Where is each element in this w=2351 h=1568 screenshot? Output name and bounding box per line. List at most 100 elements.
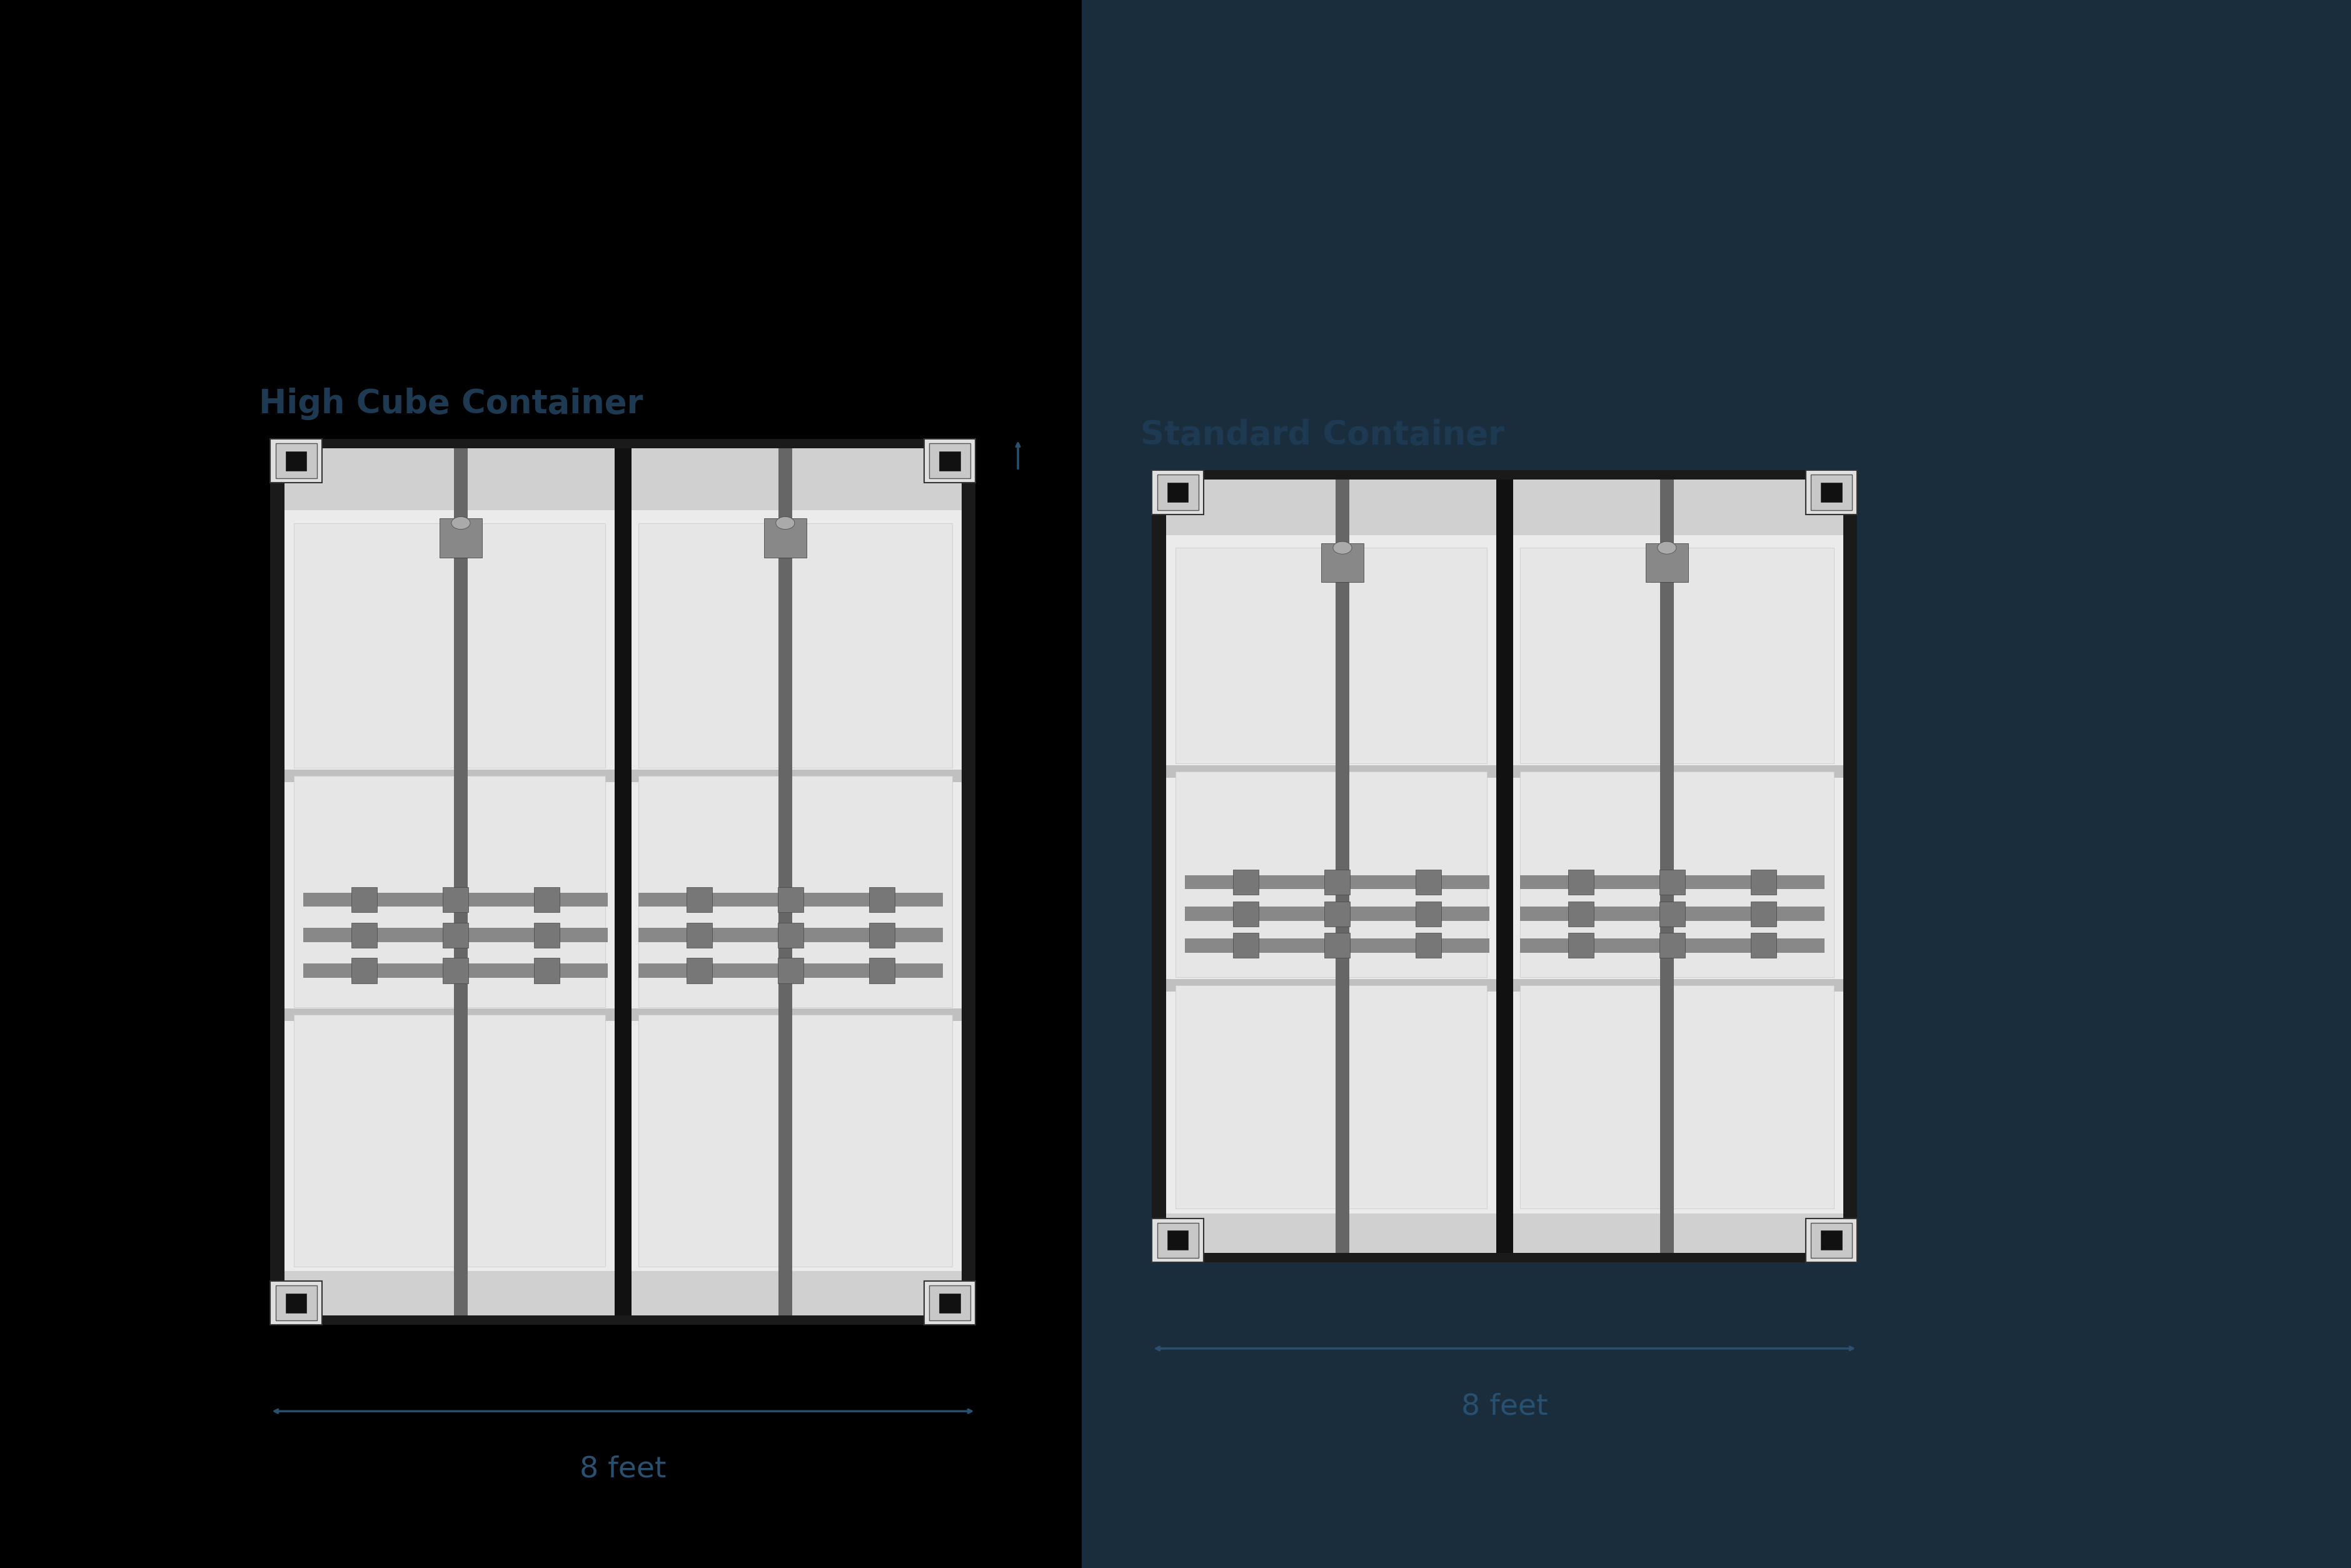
- Bar: [442, 887, 468, 913]
- Bar: [1185, 875, 1491, 889]
- Bar: [778, 887, 804, 913]
- Bar: [1166, 1214, 1843, 1253]
- Bar: [639, 1014, 952, 1267]
- Bar: [294, 1014, 607, 1267]
- Bar: [1660, 933, 1686, 958]
- Circle shape: [776, 517, 795, 530]
- Bar: [442, 922, 468, 947]
- Bar: [1822, 483, 1841, 502]
- Bar: [1324, 933, 1349, 958]
- Bar: [1498, 480, 1514, 1253]
- Bar: [1568, 933, 1594, 958]
- Bar: [1324, 870, 1349, 895]
- Bar: [1176, 771, 1488, 977]
- Bar: [1152, 470, 1857, 1262]
- Bar: [1519, 771, 1834, 977]
- Bar: [1660, 480, 1674, 1253]
- Bar: [287, 1294, 306, 1312]
- Bar: [929, 444, 971, 478]
- Bar: [1157, 1223, 1199, 1258]
- Bar: [1810, 475, 1853, 510]
- Bar: [1152, 470, 1204, 514]
- Bar: [270, 439, 976, 1325]
- Bar: [1232, 870, 1258, 895]
- Bar: [1822, 1231, 1841, 1250]
- Bar: [686, 958, 712, 983]
- Bar: [350, 887, 376, 913]
- Bar: [1751, 902, 1777, 927]
- Bar: [303, 892, 607, 906]
- Bar: [1519, 938, 1824, 952]
- Bar: [1168, 483, 1187, 502]
- Bar: [1415, 870, 1441, 895]
- Bar: [350, 922, 376, 947]
- Bar: [1324, 902, 1349, 927]
- Bar: [639, 776, 952, 1007]
- Bar: [764, 519, 806, 558]
- Bar: [534, 922, 560, 947]
- Bar: [284, 1008, 962, 1021]
- Bar: [1519, 985, 1834, 1209]
- Text: 8 feet: 8 feet: [581, 1455, 665, 1483]
- Bar: [1519, 875, 1824, 889]
- Bar: [639, 892, 943, 906]
- Bar: [534, 887, 560, 913]
- Bar: [350, 958, 376, 983]
- Bar: [442, 958, 468, 983]
- Bar: [778, 922, 804, 947]
- Circle shape: [1333, 541, 1352, 554]
- Bar: [270, 439, 322, 483]
- Bar: [924, 439, 976, 483]
- Bar: [1660, 870, 1686, 895]
- Bar: [1232, 933, 1258, 958]
- Bar: [1751, 933, 1777, 958]
- Bar: [1415, 902, 1441, 927]
- Bar: [1157, 475, 1199, 510]
- Bar: [294, 524, 607, 768]
- Bar: [686, 922, 712, 947]
- Bar: [1806, 470, 1857, 514]
- Bar: [1168, 1231, 1187, 1250]
- Bar: [284, 770, 962, 782]
- Bar: [1519, 906, 1824, 920]
- Bar: [1810, 1223, 1853, 1258]
- Bar: [1166, 765, 1843, 778]
- Text: 8 feet: 8 feet: [1462, 1392, 1547, 1421]
- Bar: [929, 1286, 971, 1320]
- Bar: [275, 444, 317, 478]
- Bar: [1176, 985, 1488, 1209]
- Bar: [1185, 906, 1491, 920]
- Bar: [1646, 543, 1688, 582]
- Text: High Cube Container: High Cube Container: [259, 387, 642, 420]
- Bar: [294, 776, 607, 1007]
- Bar: [616, 448, 630, 1316]
- Bar: [1081, 0, 2351, 1568]
- Bar: [940, 452, 959, 470]
- Bar: [284, 448, 962, 511]
- Bar: [275, 1286, 317, 1320]
- Bar: [1166, 480, 1843, 1253]
- Bar: [1806, 1218, 1857, 1262]
- Bar: [1568, 902, 1594, 927]
- Bar: [1321, 543, 1364, 582]
- Circle shape: [451, 517, 470, 530]
- Bar: [284, 1272, 962, 1316]
- Circle shape: [1657, 541, 1676, 554]
- Bar: [1335, 480, 1349, 1253]
- Bar: [270, 1281, 322, 1325]
- Bar: [284, 448, 962, 1316]
- Bar: [639, 524, 952, 768]
- Bar: [924, 1281, 976, 1325]
- Bar: [534, 958, 560, 983]
- Bar: [454, 448, 468, 1316]
- Bar: [1152, 1218, 1204, 1262]
- Bar: [940, 1294, 959, 1312]
- Bar: [287, 452, 306, 470]
- Bar: [870, 922, 896, 947]
- Bar: [1166, 480, 1843, 535]
- Bar: [1185, 938, 1491, 952]
- Bar: [870, 958, 896, 983]
- Bar: [303, 928, 607, 942]
- Bar: [778, 958, 804, 983]
- Bar: [440, 519, 482, 558]
